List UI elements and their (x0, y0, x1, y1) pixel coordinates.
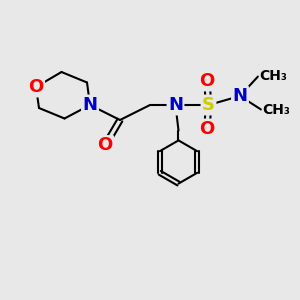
Text: O: O (200, 120, 214, 138)
Text: N: N (82, 96, 98, 114)
Text: S: S (202, 96, 215, 114)
Text: O: O (200, 72, 214, 90)
Text: CH₃: CH₃ (260, 70, 287, 83)
Text: N: N (168, 96, 183, 114)
Text: N: N (232, 87, 247, 105)
Text: O: O (28, 78, 44, 96)
Text: CH₃: CH₃ (262, 103, 290, 116)
Text: O: O (98, 136, 112, 154)
